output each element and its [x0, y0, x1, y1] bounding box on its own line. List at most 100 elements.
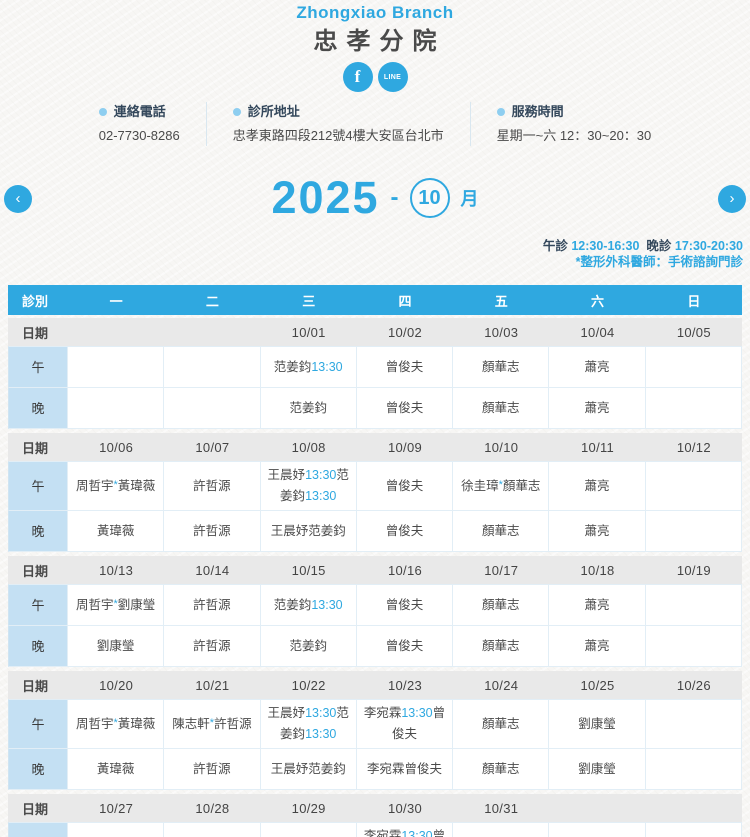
doctor-name: 曾俊夫 [385, 523, 424, 538]
schedule-cell: 范姜鈞 [260, 388, 357, 429]
noon-row-label: 午 [8, 346, 68, 388]
evening-row-label: 晚 [8, 388, 68, 429]
doctor-name: 顏華志 [482, 400, 520, 415]
doctor-name: 黃瑋薇 [117, 479, 156, 493]
schedule-cell-content: 范姜鈞 [289, 636, 327, 657]
evening-row: 晚 黃瑋薇 許哲源 王晨妤范姜鈞 曾俊夫 顏華志 蕭亮 [8, 511, 742, 552]
surgeon-asterisk: * [498, 479, 503, 491]
schedule-cell: 徐圭璋*顏華志 [453, 461, 550, 511]
doctor-name: 李宛霖 [363, 706, 402, 720]
doctor-name: 李宛霖 [363, 829, 402, 837]
schedule-cell-content: 周哲宇*劉康瑩 [76, 594, 155, 616]
date-cell: 10/15 [291, 562, 326, 578]
branch-title-en: Zhongxiao Branch [296, 3, 454, 22]
doctor-name: 曾俊夫 [385, 478, 424, 493]
schedule-cell: 曾俊夫 [356, 461, 454, 511]
schedule-cell-content: 蕭亮 [585, 521, 610, 542]
schedule-cell: 蕭亮 [549, 461, 646, 511]
schedule-cell [645, 749, 742, 790]
bullet-dot-icon [232, 108, 241, 116]
schedule-cell-content: 顏華志 [482, 357, 520, 378]
schedule-cell: 曾俊夫 [356, 346, 454, 388]
date-cell: 10/08 [291, 439, 326, 455]
schedule-cell: 李宛霖13:30曾俊夫 [356, 822, 454, 837]
schedule-cell [645, 388, 742, 429]
doctor-name: 范姜鈞 [280, 468, 349, 503]
bullet-dot-icon [496, 108, 505, 116]
schedule-cell: 顏華志 [453, 699, 550, 749]
date-cell: 10/05 [676, 324, 711, 340]
column-header-day: 日 [687, 293, 701, 309]
prev-month-button[interactable]: ‹ [4, 185, 32, 213]
noon-row: 午 范姜鈞13:30 曾俊夫 顏華志 蕭亮 [8, 346, 742, 388]
schedule-cell: 王晨妤范姜鈞 [260, 749, 357, 790]
doctor-name: 劉康瑩 [578, 716, 616, 731]
date-row: 日期 10/01 10/02 10/03 10/04 10/05 [8, 318, 742, 346]
schedule-cell-content: 顏華志 [482, 521, 520, 542]
schedule-cell: 顏華志 [453, 584, 550, 626]
doctor-name: 許哲源 [214, 717, 252, 731]
schedule-cell: 王晨妤13:30范姜鈞13:30 [260, 699, 357, 749]
doctor-name: 王晨妤范姜鈞 [270, 523, 346, 538]
date-cell: 10/28 [195, 800, 230, 816]
doctor-name: 周哲宇 [75, 717, 114, 731]
column-header-day: 四 [398, 293, 412, 309]
schedule-table: 診別一二三四五六日日期 10/01 10/02 10/03 10/04 10/05 午范姜鈞… [8, 285, 742, 837]
date-row: 日期 10/27 10/28 10/29 10/30 10/31 [8, 794, 742, 822]
month-suffix-label: 月 [460, 189, 479, 209]
doctor-name: 范姜鈞 [273, 359, 312, 374]
info-hours-value: 星期一~六 12：30~20：30 [496, 128, 652, 143]
schedule-cell-content: 蕭亮 [585, 636, 610, 657]
schedule-cell-content: 王晨妤13:30范姜鈞13:30 [263, 465, 354, 507]
info-hours-label: 服務時間 [511, 104, 564, 119]
doctor-name: 許哲源 [193, 761, 231, 776]
schedule-cell: 范姜鈞13:30 [260, 584, 357, 626]
schedule-cell-content: 劉康瑩 [578, 759, 616, 780]
doctor-name: 范姜鈞 [289, 638, 327, 653]
schedule-cell: 曾俊夫 [356, 511, 454, 552]
doctor-name: 王晨妤 [267, 706, 306, 720]
evening-row: 晚 劉康瑩 許哲源 范姜鈞 曾俊夫 顏華志 蕭亮 [8, 626, 742, 667]
schedule-cell [549, 822, 646, 837]
doctor-name: 黃瑋薇 [96, 761, 135, 776]
line-icon[interactable]: LINE [377, 62, 408, 92]
column-header-day: 三 [302, 293, 316, 309]
session-time: 13:30 [305, 706, 337, 720]
schedule-cell-content: 蕭亮 [585, 357, 610, 378]
date-row: 日期 10/13 10/14 10/15 10/16 10/17 10/18 10/19 [8, 556, 742, 584]
schedule-cell: 曾俊夫 [356, 388, 454, 429]
date-cell: 10/01 [291, 324, 326, 340]
doctor-name: 周哲宇 [75, 479, 114, 493]
noon-row: 午周哲宇*黃瑋薇 許哲源 王晨妤13:30范姜鈞13:30 曾俊夫 徐圭璋*顏華志 蕭亮 [8, 461, 742, 511]
year-month-dash: - [390, 184, 399, 211]
session-time: 13:30 [305, 468, 337, 482]
info-address-label-row: 診所地址 [232, 104, 444, 120]
schedule-cell-content: 徐圭璋*顏華志 [461, 475, 540, 497]
schedule-cell-content: 黃瑋薇 [97, 759, 135, 780]
noon-session-label: 午診 [542, 239, 568, 253]
date-cell: 10/25 [580, 677, 615, 693]
schedule-cell-content: 顏華志 [482, 398, 520, 419]
doctor-name: 劉康瑩 [117, 598, 156, 612]
noon-session-time: 12:30-16:30 [571, 239, 640, 253]
facebook-icon[interactable]: f [342, 62, 373, 92]
doctor-name: 顏華志 [502, 479, 541, 493]
schedule-cell-content: 周哲宇*黃瑋薇 [76, 475, 155, 497]
schedule-cell-content: 范姜鈞13:30 [274, 595, 343, 616]
surgeon-asterisk: * [209, 717, 215, 729]
doctor-name: 周哲宇 [75, 598, 114, 612]
doctor-name: 范姜鈞 [280, 706, 349, 741]
doctor-name: 蕭亮 [584, 478, 610, 493]
date-cell: 10/24 [484, 677, 519, 693]
next-month-button[interactable]: › [718, 185, 746, 213]
doctor-name: 曾俊夫 [391, 706, 446, 741]
date-cell: 10/07 [195, 439, 230, 455]
schedule-cell: 黃瑋薇 [68, 511, 165, 552]
schedule-cell: 劉康瑩 [549, 749, 646, 790]
schedule-cell [645, 822, 742, 837]
date-cell: 10/12 [676, 439, 711, 455]
info-hours: 服務時間 星期一~六 12：30~20：30 [469, 102, 678, 146]
info-address-label: 診所地址 [247, 104, 300, 119]
